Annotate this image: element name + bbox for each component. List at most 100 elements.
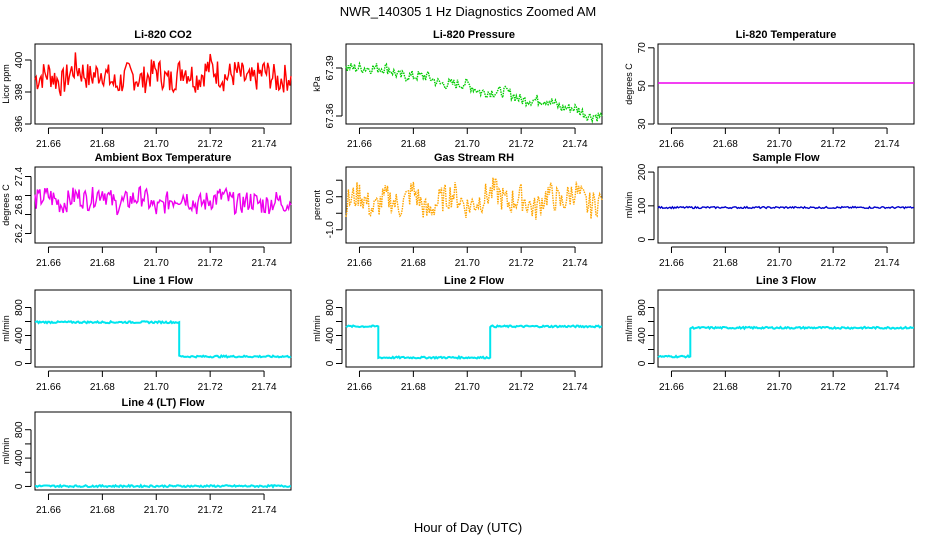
x-tick-label: 21.70	[767, 382, 792, 393]
y-tick-label: 200	[637, 163, 648, 180]
y-tick-label: 0	[14, 360, 25, 366]
x-tick-label: 21.66	[659, 258, 684, 269]
x-tick-label: 21.72	[821, 382, 846, 393]
series-line	[34, 52, 292, 97]
x-tick-label: 21.70	[767, 139, 792, 150]
y-tick-label: -1.0	[325, 221, 336, 239]
y-axis-label: degrees C	[624, 63, 634, 105]
y-tick-label: 50	[637, 80, 648, 92]
y-axis-label: percent	[312, 189, 322, 220]
chart-title: Sample Flow	[752, 152, 820, 164]
y-axis-label: kPa	[312, 76, 322, 92]
x-tick-label: 21.66	[347, 139, 372, 150]
figure-title: NWR_140305 1 Hz Diagnostics Zoomed AM	[340, 4, 597, 19]
plot-frame	[34, 166, 292, 244]
y-tick-label: 0	[14, 483, 25, 489]
chart-title: Line 3 Flow	[756, 275, 816, 287]
y-tick-label: 0	[637, 360, 648, 366]
x-tick-label: 21.72	[509, 382, 534, 393]
y-tick-label: 400	[14, 449, 25, 466]
x-tick-label: 21.74	[252, 382, 277, 393]
plot-frame	[34, 43, 292, 125]
y-tick-label: 800	[14, 299, 25, 316]
chart-panel-9: Line 3 Flow ml/min 21.66 21.68 21.70 21.72 21.…	[624, 275, 915, 393]
series-line	[34, 185, 292, 216]
y-tick-label: 100	[637, 197, 648, 214]
x-tick-label: 21.68	[401, 258, 426, 269]
x-tick-label: 21.68	[90, 382, 115, 393]
x-tick-label: 21.66	[36, 382, 61, 393]
x-tick-label: 21.70	[455, 258, 480, 269]
x-tick-label: 21.74	[563, 382, 588, 393]
chart-panel-4: Ambient Box Temperature degrees C 21.66 21.…	[1, 152, 292, 269]
x-tick-label: 21.68	[713, 139, 738, 150]
x-tick-label: 21.66	[36, 139, 61, 150]
y-tick-label: 800	[637, 299, 648, 316]
x-tick-label: 21.68	[713, 382, 738, 393]
x-tick-label: 21.72	[821, 258, 846, 269]
y-tick-label: 398	[14, 83, 25, 100]
y-tick-label: 400	[14, 327, 25, 344]
x-tick-label: 21.74	[252, 258, 277, 269]
y-axis-label: Licor ppm	[1, 64, 11, 104]
y-tick-label: 30	[637, 118, 648, 130]
x-tick-label: 21.74	[875, 139, 900, 150]
x-tick-label: 21.66	[347, 258, 372, 269]
x-tick-label: 21.66	[36, 258, 61, 269]
y-axis-label: degrees C	[1, 184, 11, 226]
chart-panel-10: Line 4 (LT) Flow ml/min 21.66 21.68 21.70 21.…	[1, 397, 292, 516]
y-tick-label: 26.8	[14, 195, 25, 215]
chart-title: Li-820 Temperature	[736, 29, 837, 41]
x-tick-label: 21.72	[821, 139, 846, 150]
y-tick-label: 27.4	[14, 166, 25, 186]
y-tick-label: 396	[14, 115, 25, 132]
x-tick-label: 21.72	[198, 258, 223, 269]
chart-panel-5: Gas Stream RH percent 21.66 21.68 21.70 21.72…	[312, 152, 603, 269]
x-tick-label: 21.70	[144, 505, 169, 516]
series-line	[34, 319, 292, 359]
plot-frame	[657, 166, 915, 244]
plot-frame	[345, 166, 603, 244]
series-line	[657, 205, 915, 210]
x-tick-label: 21.70	[455, 139, 480, 150]
x-tick-label: 21.70	[144, 139, 169, 150]
chart-panel-1: Li-820 CO2 Licor ppm 21.66 21.68 21.70 21.72 2…	[1, 29, 292, 150]
series-line	[657, 325, 915, 359]
chart-panel-7: Line 1 Flow ml/min 21.66 21.68 21.70 21.72 21.…	[1, 275, 292, 393]
y-axis-label: ml/min	[624, 315, 634, 342]
x-tick-label: 21.66	[659, 382, 684, 393]
series-line	[345, 324, 603, 361]
y-axis-label: ml/min	[624, 192, 634, 219]
y-tick-label: 26.2	[14, 223, 25, 243]
x-tick-label: 21.74	[875, 258, 900, 269]
x-tick-label: 21.68	[401, 382, 426, 393]
x-tick-label: 21.72	[198, 382, 223, 393]
series-line	[34, 483, 292, 489]
chart-title: Line 2 Flow	[444, 275, 504, 287]
x-tick-label: 21.70	[144, 258, 169, 269]
x-tick-label: 21.66	[659, 139, 684, 150]
chart-panel-8: Line 2 Flow ml/min 21.66 21.68 21.70 21.72 21.…	[312, 275, 603, 393]
x-tick-label: 21.72	[509, 139, 534, 150]
chart-panel-6: Sample Flow ml/min 21.66 21.68 21.70 21.72 21.…	[624, 152, 915, 269]
x-tick-label: 21.66	[36, 505, 61, 516]
x-tick-label: 21.74	[252, 139, 277, 150]
y-tick-label: 67.39	[325, 55, 336, 80]
x-tick-label: 21.74	[563, 258, 588, 269]
y-axis-label: ml/min	[312, 315, 322, 342]
plot-frame	[345, 289, 603, 368]
x-tick-label: 21.70	[455, 382, 480, 393]
x-tick-label: 21.74	[252, 505, 277, 516]
x-tick-label: 21.68	[90, 258, 115, 269]
y-tick-label: 400	[637, 327, 648, 344]
y-tick-label: 800	[325, 299, 336, 316]
series-line	[345, 177, 603, 220]
x-tick-label: 21.72	[509, 258, 534, 269]
plot-frame	[657, 289, 915, 368]
x-tick-label: 21.68	[90, 139, 115, 150]
x-tick-label: 21.72	[198, 139, 223, 150]
plot-frame	[34, 411, 292, 491]
chart-title: Li-820 Pressure	[433, 29, 515, 41]
